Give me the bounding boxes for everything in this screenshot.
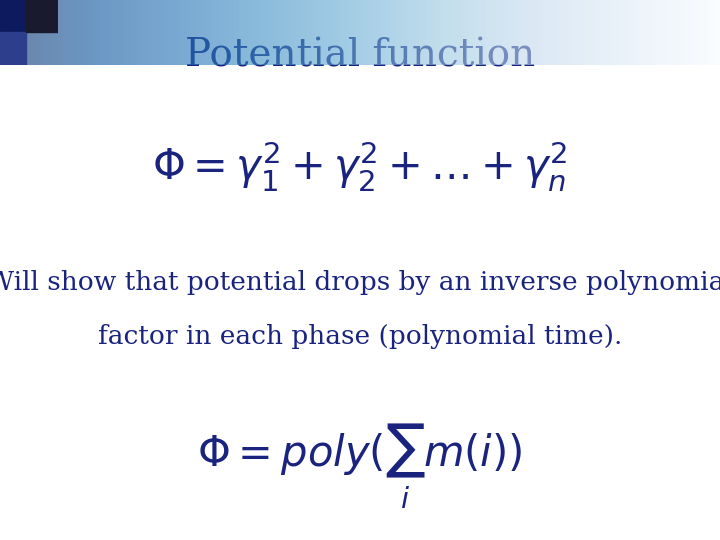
Text: Will show that potential drops by an inverse polynomial: Will show that potential drops by an inv… xyxy=(0,270,720,295)
Text: factor in each phase (polynomial time).: factor in each phase (polynomial time). xyxy=(98,324,622,349)
Text: $\Phi = poly(\sum_i m(i))$: $\Phi = poly(\sum_i m(i))$ xyxy=(197,421,523,511)
Bar xyxy=(0,32,26,65)
Bar xyxy=(26,0,58,32)
Text: $\Phi = \gamma_1^2 + \gamma_2^2 + \ldots+ \gamma_n^2$: $\Phi = \gamma_1^2 + \gamma_2^2 + \ldots… xyxy=(153,140,567,194)
Text: Potential function: Potential function xyxy=(185,38,535,75)
Bar xyxy=(0,0,26,32)
